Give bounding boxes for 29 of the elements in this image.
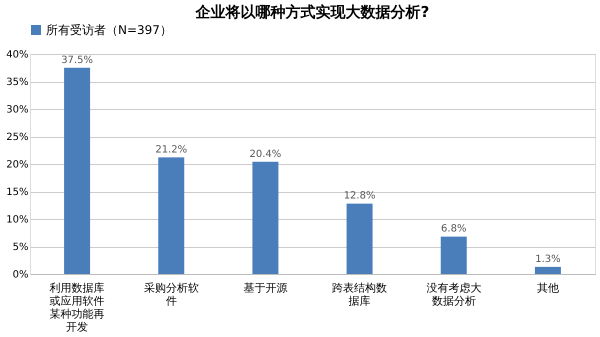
bar: [64, 68, 90, 274]
data-label: 20.4%: [250, 148, 282, 160]
x-tick-label: 基于开源: [243, 282, 288, 294]
y-tick-label: 40%: [6, 50, 28, 60]
y-tick-label: 15%: [6, 187, 28, 198]
bar: [440, 236, 467, 274]
bar: [346, 204, 373, 274]
y-tick-label: 35%: [6, 77, 28, 88]
y-tick-label: 0%: [12, 270, 28, 280]
y-tick-label: 5%: [12, 242, 28, 253]
x-tick-label: 其他: [536, 282, 559, 294]
x-tick-label: 跨表结构数据库: [332, 282, 388, 308]
bar: [252, 162, 278, 274]
data-label: 6.8%: [441, 224, 466, 235]
data-label: 21.2%: [155, 144, 188, 156]
y-tick-label: 10%: [6, 214, 28, 226]
data-label: 12.8%: [344, 190, 376, 202]
data-label: 1.3%: [535, 254, 561, 265]
y-tick-label: 25%: [6, 132, 28, 143]
data-label: 37.5%: [61, 54, 93, 66]
y-tick-label: 30%: [6, 104, 28, 116]
bar: [158, 157, 184, 274]
x-tick-label: 没有考虑大数据分析: [426, 282, 482, 308]
x-tick-label: 利用数据库或应用软件某种功能再开发: [50, 282, 105, 334]
x-tick-label: 采购分析软件: [144, 282, 199, 308]
y-tick-label: 20%: [6, 160, 28, 170]
bar: [534, 266, 561, 274]
legend-label: 所有受访者（N=397）: [46, 23, 172, 37]
chart-title: 企业将以哪种方式实现大数据分析?: [194, 3, 430, 21]
